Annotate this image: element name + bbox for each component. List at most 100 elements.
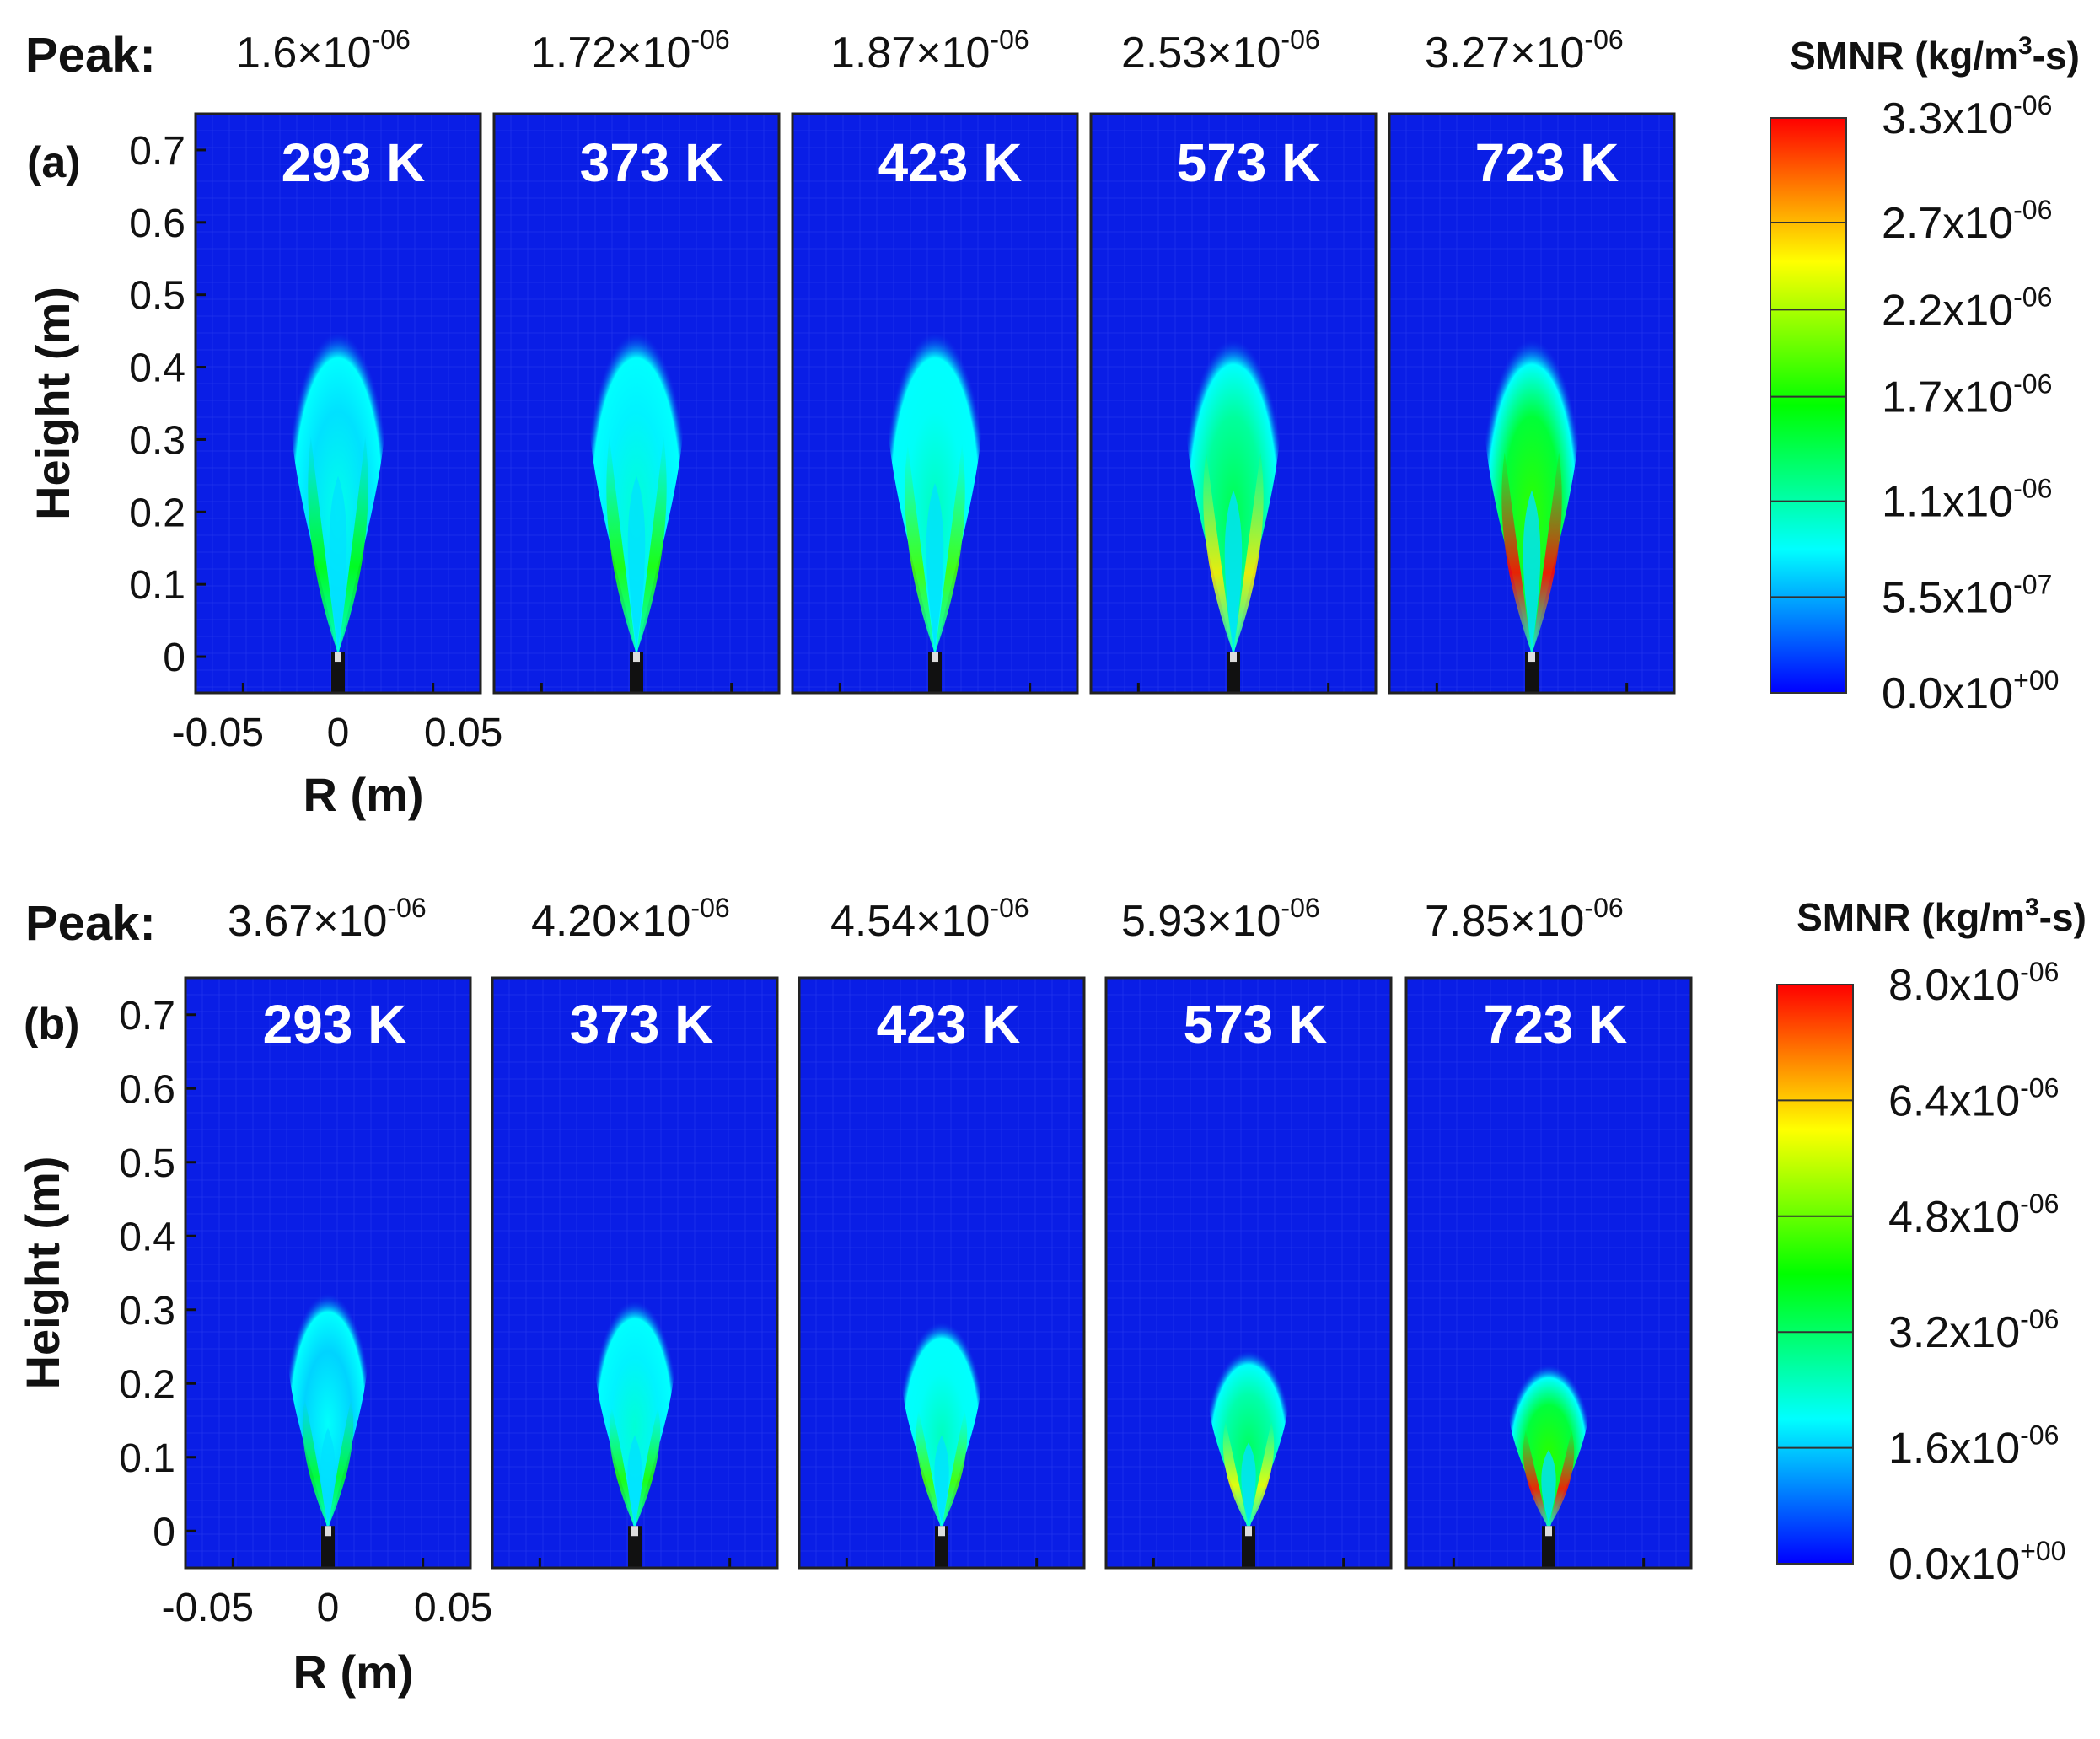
peak-value: 3.67×10-06 [228,893,427,946]
temperature-label: 373 K [570,994,714,1055]
flame-wing [338,437,368,654]
burner-nozzle [1545,1526,1552,1537]
flame-envelope [1208,1350,1289,1532]
flame-envelope [1508,1364,1589,1532]
burner-nozzle [1227,652,1240,693]
x-axis-label: R (m) [293,1645,413,1699]
flame-core [1224,490,1243,649]
x-tick-label: 0 [327,711,350,755]
peak-value: 1.6×10-06 [236,24,411,78]
peak-value: 5.93×10-06 [1121,893,1320,946]
temperature-label: 293 K [263,994,407,1055]
temperature-label: 723 K [1484,994,1628,1055]
y-tick-label: 0.2 [119,1362,175,1407]
peak-value: 3.27×10-06 [1425,24,1624,78]
panel-frame [491,976,779,1570]
temperature-label: 573 K [1177,132,1321,193]
flame-wing [1203,452,1233,654]
burner-nozzle [938,1526,945,1537]
y-tick-label: 0.5 [129,274,185,319]
temperature-label: 293 K [282,132,426,193]
flame-wing [609,1407,635,1528]
peak-label: Peak: [25,896,156,951]
contour-panel: 373 K 4.20×10-06 [491,893,779,1570]
y-axis-label: Height (m) [26,287,79,520]
temperature-label: 723 K [1475,132,1619,193]
flame-core [320,1427,336,1523]
flame-wing [942,1410,968,1528]
y-tick-label: 0.4 [129,346,185,391]
colorbar-tick-label: 1.6x10-06 [1888,1420,2059,1473]
burner-nozzle [1525,652,1539,693]
flame-core [627,475,646,649]
y-tick-label: 0.5 [119,1141,175,1186]
flame-wing [1549,1430,1575,1528]
colorbar-tick-label: 1.7x10-06 [1882,369,2052,422]
y-tick-label: 0.7 [129,129,185,174]
burner-nozzle [331,652,345,693]
peak-value: 1.87×10-06 [830,24,1029,78]
burner-nozzle [628,1526,642,1568]
contour-panel: 573 K 2.53×10-06 [1089,24,1378,695]
flame-core [1523,490,1541,649]
colorbar-tick-label: 6.4x10-06 [1888,1072,2059,1125]
flame-wing [1532,452,1562,654]
contour-panel: 423 K 1.87×10-06 [791,24,1079,695]
burner-nozzle [935,1526,948,1568]
flame-envelope [287,1292,368,1532]
colorbar-tick-label: 2.2x10-06 [1882,282,2052,335]
panel-frame [194,112,482,695]
flame-wing [308,437,338,654]
colorbar-gradient [1770,117,1847,694]
flame-wing [1222,1421,1249,1528]
colorbar: 3.3x10-06 2.7x10-06 2.2x10-06 1.7x10-06 1.1x… [1770,32,2080,718]
panel-frame [1404,976,1693,1570]
flame-envelope [594,1299,675,1532]
flame-core [1241,1442,1256,1523]
flame-wing [1249,1421,1275,1528]
panel-frame [798,976,1086,1570]
peak-value: 1.72×10-06 [531,24,730,78]
y-tick-label: 0.7 [119,994,175,1039]
flame-wing [905,443,935,654]
contour-panel: 723 K 3.27×10-06 [1388,24,1676,695]
burner-nozzle [325,1526,331,1537]
y-tick-label: 0.2 [129,491,185,535]
burner-nozzle [1230,652,1237,663]
y-tick-label: 0.3 [119,1289,175,1334]
y-axis-label: Height (m) [16,1157,69,1390]
burner-nozzle [335,652,341,663]
colorbar-title: SMNR (kg/m3-s) [1797,894,2087,939]
y-tick-label: 0.6 [129,201,185,246]
burner-nozzle [932,652,938,663]
flame-wing [1501,452,1532,654]
x-tick-label: 0 [317,1586,340,1630]
x-tick-label: -0.05 [172,711,264,755]
panel-frame [184,976,472,1570]
flame-envelope [901,1321,982,1532]
flame-wing [328,1399,354,1528]
panel-label: (b) [24,1000,79,1049]
x-tick-label: 0.05 [424,711,502,755]
flame-wing [1523,1430,1549,1528]
panel-label: (a) [27,138,81,187]
x-tick-label: -0.05 [162,1586,254,1630]
panel-frame [492,112,781,695]
colorbar-tick-label: 1.1x10-06 [1882,474,2052,527]
temperature-label: 573 K [1184,994,1328,1055]
burner-nozzle [1242,1526,1255,1568]
colorbar: 8.0x10-06 6.4x10-06 4.8x10-06 3.2x10-06 1.6x… [1776,894,2087,1589]
burner-nozzle [631,1526,638,1537]
y-tick-label: 0.3 [129,418,185,463]
colorbar-tick-label: 0.0x10+00 [1888,1536,2065,1589]
chart-row-a: Peak: (a) Height (m) 0 0.1 0.2 0.3 0.4 0.5 0.6 0.7… [25,24,2080,821]
colorbar-tick-label: 3.3x10-06 [1882,90,2052,143]
flame-wing [302,1399,328,1528]
flame-wing [916,1410,942,1528]
flame-wing [636,437,667,654]
peak-label: Peak: [25,28,156,83]
x-axis-label: R (m) [303,768,423,821]
panel-frame [1104,976,1393,1570]
colorbar-tick-label: 0.0x10+00 [1882,665,2059,718]
flame-core [329,475,347,649]
